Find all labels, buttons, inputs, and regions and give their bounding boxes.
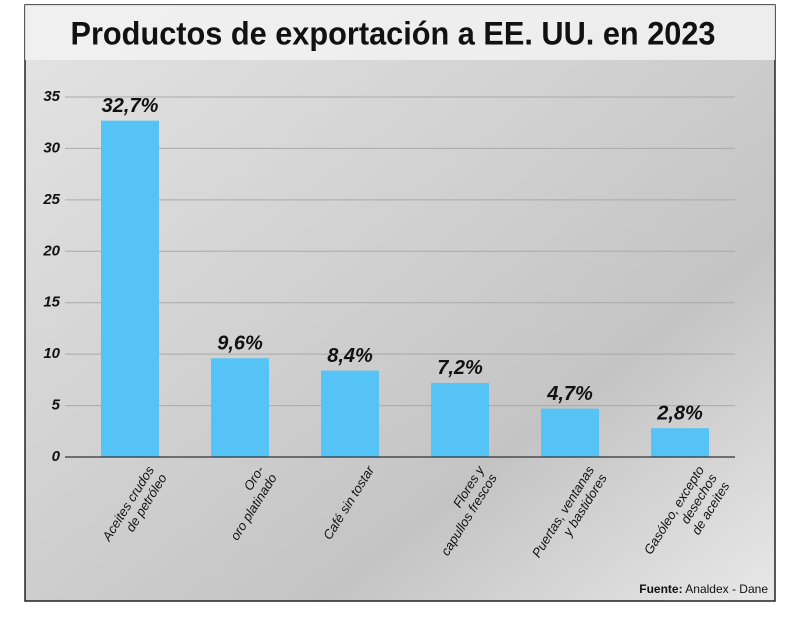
y-tick-label: 0 xyxy=(52,448,61,465)
bar xyxy=(651,428,709,457)
value-label: 32,7% xyxy=(102,95,159,117)
value-label: 2,8% xyxy=(656,402,703,424)
y-tick-label: 15 xyxy=(43,294,60,311)
y-tick-label: 5 xyxy=(52,397,61,414)
value-label: 8,4% xyxy=(327,345,373,367)
value-label: 7,2% xyxy=(437,357,483,379)
bar xyxy=(541,408,599,457)
y-tick-label: 35 xyxy=(43,88,60,105)
chart-title: Productos de exportación a EE. UU. en 20… xyxy=(71,15,716,51)
source-note: Fuente: Analdex - Dane xyxy=(639,582,768,596)
bar xyxy=(211,358,269,457)
bar xyxy=(101,120,159,458)
title-band xyxy=(25,5,775,60)
value-label: 4,7% xyxy=(546,383,593,405)
y-tick-label: 20 xyxy=(42,242,60,259)
source-text: Analdex - Dane xyxy=(685,582,768,596)
value-label: 9,6% xyxy=(217,333,263,355)
y-tick-label: 30 xyxy=(43,139,60,156)
bar xyxy=(321,370,379,457)
source-label: Fuente: xyxy=(639,582,682,596)
y-tick-label: 25 xyxy=(42,191,60,208)
bar xyxy=(431,382,489,457)
y-tick-label: 10 xyxy=(43,345,60,362)
